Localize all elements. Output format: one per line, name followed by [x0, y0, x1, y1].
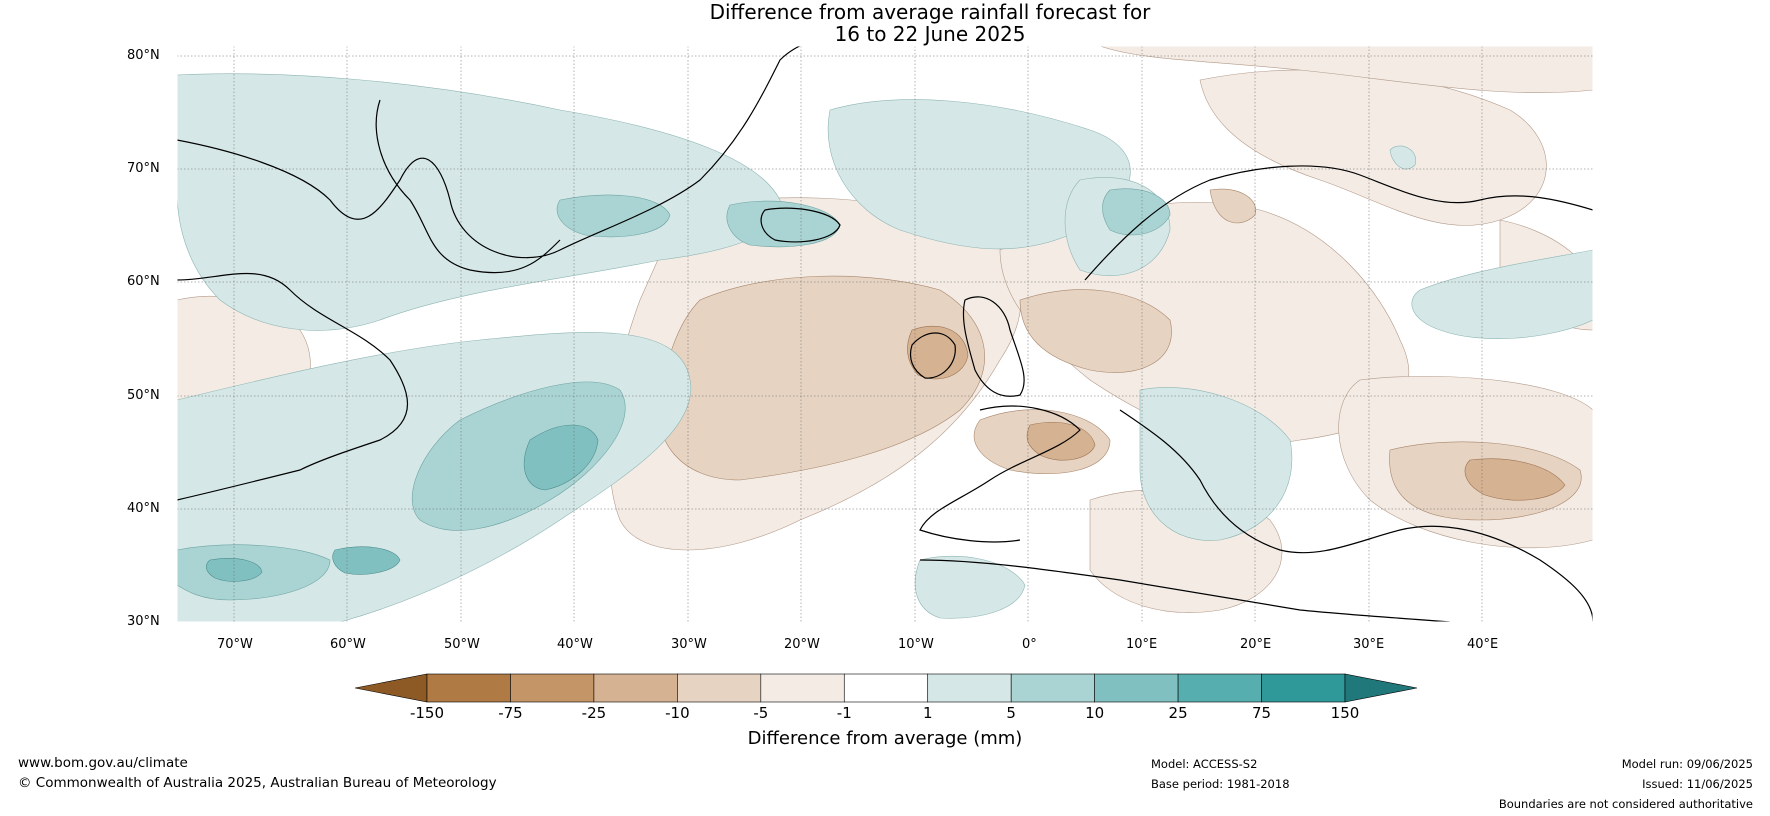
- colorbar-segment: [843, 673, 929, 703]
- colorbar-tick-label: -150: [410, 704, 444, 722]
- colorbar-segment: [1177, 673, 1262, 703]
- scandinavia-coast: [1084, 165, 1593, 281]
- colorbar-tick-label: -5: [753, 704, 768, 722]
- colorbar-segments: [354, 673, 1418, 703]
- colorbar-tick-label: -1: [837, 704, 852, 722]
- colorbar-segment: [510, 673, 595, 703]
- lon-label: 30°W: [671, 637, 707, 652]
- website-link[interactable]: www.bom.gov.au/climate: [18, 755, 188, 771]
- colorbar-segment: [1261, 673, 1346, 703]
- lon-label: 0°: [1022, 637, 1037, 652]
- lon-label: 10°E: [1126, 637, 1158, 652]
- map-frame: [176, 45, 1594, 623]
- colorbar-segment: [1010, 673, 1095, 703]
- colorbar-ticks: -150 -75 -25 -10 -5 -1 1 5 10 25 75 150: [410, 704, 1359, 722]
- map-title: Difference from average rainfall forecas…: [709, 0, 1151, 24]
- lon-label: 40°W: [557, 637, 593, 652]
- lon-label: 20°W: [784, 637, 820, 652]
- map-subtitle: 16 to 22 June 2025: [834, 22, 1026, 46]
- lon-label: 50°W: [444, 637, 480, 652]
- model-text: Model: ACCESS-S2: [1151, 757, 1258, 771]
- colorbar-segment: [426, 673, 511, 703]
- lon-label: 60°W: [330, 637, 366, 652]
- lon-label: 70°W: [217, 637, 253, 652]
- iceland-coast: [760, 207, 841, 243]
- lon-label: 10°W: [898, 637, 934, 652]
- lat-label: 50°N: [127, 388, 160, 403]
- colorbar-tick-label: 1: [923, 704, 933, 722]
- canada-coast: [177, 272, 408, 501]
- gridlines: [177, 46, 1593, 622]
- colorbar-segment: [677, 673, 762, 703]
- issued-text: Issued: 11/06/2025: [1642, 777, 1753, 791]
- lon-label: 40°E: [1467, 637, 1499, 652]
- model-run-text: Model run: 09/06/2025: [1621, 757, 1753, 771]
- lat-label: 40°N: [127, 501, 160, 516]
- britain-coast: [962, 296, 1025, 397]
- colorbar-segment: [1094, 673, 1179, 703]
- colorbar-segment: [593, 673, 678, 703]
- colorbar-tick-label: 5: [1006, 704, 1016, 722]
- colorbar-tick-label: 10: [1085, 704, 1104, 722]
- colorbar-tick-label: 75: [1252, 704, 1271, 722]
- map-canvas: [177, 46, 1593, 622]
- colorbar-segment: [760, 673, 845, 703]
- colorbar-extend-low: [354, 673, 428, 703]
- southern-europe-coast: [1119, 409, 1593, 622]
- colorbar-title: Difference from average (mm): [747, 728, 1023, 749]
- base-period-text: Base period: 1981-2018: [1151, 777, 1290, 791]
- copyright-text: © Commonwealth of Australia 2025, Austra…: [18, 775, 497, 791]
- colorbar-tick-label: -75: [498, 704, 523, 722]
- greenland-west-coast: [375, 99, 561, 274]
- disclaimer-text: Boundaries are not considered authoritat…: [1498, 797, 1753, 811]
- colorbar-extend-high: [1344, 673, 1418, 703]
- lon-label: 20°E: [1240, 637, 1272, 652]
- lat-label: 80°N: [127, 48, 160, 63]
- wet-strong-shading: [206, 424, 599, 582]
- lat-label: 70°N: [127, 161, 160, 176]
- lon-label: 30°E: [1353, 637, 1385, 652]
- western-europe-coast: [919, 405, 1081, 543]
- ireland-coast: [909, 332, 956, 379]
- coastlines: [177, 46, 1593, 622]
- north-africa-coast: [919, 559, 1451, 622]
- colorbar-tick-label: 150: [1331, 704, 1360, 722]
- lat-label: 60°N: [127, 274, 160, 289]
- colorbar-segment: [927, 673, 1012, 703]
- colorbar: -150 -75 -25 -10 -5 -1 1 5 10 25 75 150: [354, 673, 1418, 722]
- colorbar-tick-label: -25: [582, 704, 607, 722]
- colorbar-tick-label: 25: [1169, 704, 1188, 722]
- colorbar-tick-label: -10: [665, 704, 690, 722]
- lat-label: 30°N: [127, 614, 160, 629]
- greenland-coast: [177, 46, 801, 259]
